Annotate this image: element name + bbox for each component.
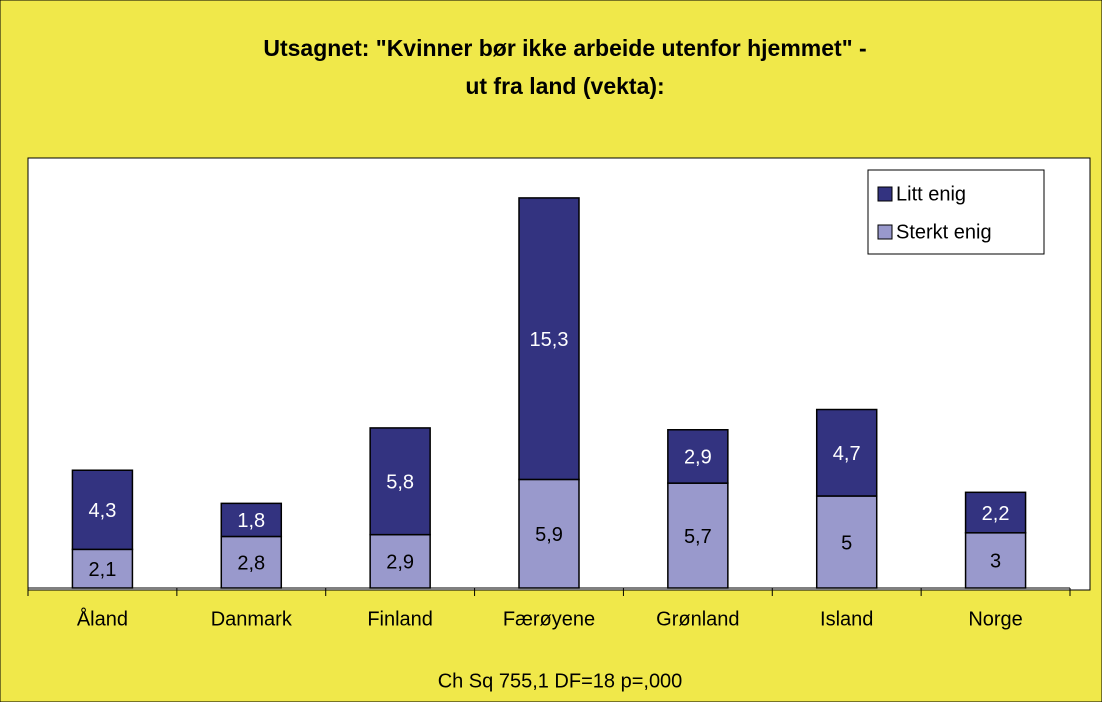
legend-swatch xyxy=(877,224,893,240)
bar-segment xyxy=(369,533,431,589)
data-label: 2,1 xyxy=(89,559,117,581)
data-label: 2,8 xyxy=(237,553,265,575)
data-label: 4,7 xyxy=(833,443,861,465)
bar-segment xyxy=(220,502,283,538)
x-tick-label: Finland xyxy=(367,608,433,630)
footnote: Ch Sq 755,1 DF=18 p=,000 xyxy=(438,670,683,692)
data-label: 5 xyxy=(841,532,852,554)
data-label: 5,7 xyxy=(684,526,712,548)
x-tick-label: Færøyene xyxy=(503,608,595,630)
data-label: 2,2 xyxy=(982,503,1010,525)
x-tick-label: Norge xyxy=(968,608,1022,630)
chart-title: ut fra land (vekta): xyxy=(465,73,664,99)
legend-label: Sterkt enig xyxy=(896,221,992,243)
x-tick-label: Åland xyxy=(77,607,128,630)
bar-segment xyxy=(71,469,134,551)
legend-label: Litt enig xyxy=(896,183,966,205)
bar-segment xyxy=(964,491,1027,534)
bar-segment xyxy=(518,478,580,589)
chart-title: Utsagnet: "Kvinner bør ikke arbeide uten… xyxy=(263,35,866,61)
data-label: 4,3 xyxy=(89,500,117,522)
bar-segment xyxy=(667,429,729,484)
bar-segment xyxy=(815,495,878,589)
x-tick-label: Grønland xyxy=(656,608,739,630)
x-tick-label: Danmark xyxy=(211,608,293,630)
data-label: 5,8 xyxy=(386,472,414,494)
x-tick-label: Island xyxy=(820,608,873,630)
data-label: 15,3 xyxy=(530,329,569,351)
data-label: 5,9 xyxy=(535,524,563,546)
legend xyxy=(867,169,1045,255)
bar-segment xyxy=(964,532,1027,589)
data-label: 2,9 xyxy=(684,447,712,469)
data-label: 2,9 xyxy=(386,552,414,574)
bar-segment xyxy=(815,408,878,497)
data-label: 1,8 xyxy=(237,510,265,532)
bar-segment xyxy=(518,197,580,481)
legend-swatch xyxy=(877,186,893,202)
bar-segment xyxy=(369,427,431,536)
data-label: 3 xyxy=(990,551,1001,573)
